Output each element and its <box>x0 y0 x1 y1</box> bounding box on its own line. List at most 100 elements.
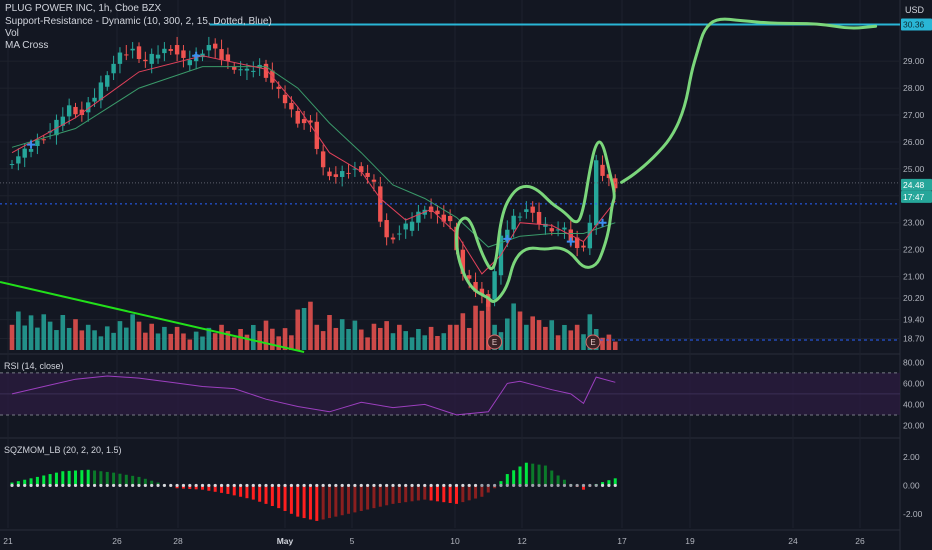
candle-body <box>282 94 288 104</box>
resistance-price-badge-bg <box>901 18 932 31</box>
sqzmom-bar <box>480 485 484 497</box>
sqzmom-bar <box>194 485 198 490</box>
sqzmom-bar <box>385 485 389 506</box>
legend-support-resistance[interactable]: Support-Resistance - Dynamic (10, 300, 2… <box>5 16 272 27</box>
ma-cross-lines <box>11 51 616 275</box>
trendline <box>0 281 305 353</box>
price-tick-label: 25.00 <box>903 164 925 174</box>
candle-body <box>416 211 421 223</box>
earnings-marker <box>585 334 601 350</box>
sqzmom-legend[interactable]: SQZMOM_LB (20, 2, 20, 1.5) <box>4 445 122 455</box>
price-tick-label: 26.00 <box>903 137 925 147</box>
volume-bars[interactable] <box>9 301 618 350</box>
sqz-dot <box>531 483 535 488</box>
rsi-tick-label: 20.00 <box>903 420 925 430</box>
candle-body <box>263 63 269 78</box>
currency-label[interactable]: USD <box>905 5 925 15</box>
sqzmom-bar <box>48 474 52 486</box>
volume-bar <box>162 326 167 350</box>
rsi-pane[interactable] <box>0 372 900 416</box>
x-tick-label: 5 <box>350 536 355 546</box>
sqz-dot <box>372 483 376 488</box>
candle-body <box>219 49 224 61</box>
sqz-dot <box>543 483 548 488</box>
sqzmom-bar <box>512 470 516 486</box>
x-tick-label: 19 <box>685 536 695 546</box>
candle-body <box>587 222 593 249</box>
volume-bar <box>308 301 313 350</box>
volume-bar <box>524 324 529 350</box>
rsi-legend[interactable]: RSI (14, close) <box>4 361 64 371</box>
candle-body <box>16 156 21 164</box>
sqz-dot <box>600 483 605 488</box>
candle-body <box>238 69 243 71</box>
candle-body <box>149 53 154 64</box>
sqzmom-bar <box>35 476 39 486</box>
volume-bar <box>289 335 294 350</box>
sqzmom-pane[interactable] <box>10 462 617 521</box>
volume-bar <box>41 314 47 350</box>
earnings-marker-label: E <box>590 338 595 347</box>
sqz-dot <box>340 483 344 488</box>
sqz-dot <box>277 483 281 488</box>
candle-body <box>340 171 345 177</box>
candle-body <box>232 66 237 70</box>
sqz-dot <box>219 483 224 488</box>
sqz-dot <box>353 483 357 488</box>
candle-body <box>28 148 34 152</box>
sqz-dot <box>550 483 554 488</box>
volume-bar <box>231 337 237 350</box>
sqz-dot <box>162 483 166 488</box>
x-tick-label: 21 <box>3 536 13 546</box>
sqzmom-bar <box>366 485 370 510</box>
sqzmom-tick-label: 2.00 <box>903 452 920 462</box>
volume-bar <box>517 311 523 350</box>
ma-cross-marker <box>566 237 575 246</box>
sqz-dot <box>607 483 611 488</box>
sqz-dot <box>156 483 160 488</box>
chart-title[interactable]: PLUG POWER INC, 1h, Cboe BZX <box>5 3 162 14</box>
candle-body <box>479 288 485 296</box>
volume-bar <box>460 313 466 350</box>
sqz-dot <box>181 483 186 488</box>
ma-fast-line <box>11 55 616 275</box>
sqzmom-bar <box>550 470 554 486</box>
sqz-dot <box>518 483 522 488</box>
volume-bar <box>270 328 275 350</box>
sqz-dot <box>16 483 20 488</box>
sqz-dot <box>556 483 560 488</box>
volume-bar <box>384 321 389 350</box>
grid <box>0 0 901 550</box>
volume-bar <box>409 337 415 350</box>
candle-body <box>136 46 142 60</box>
legend-vol[interactable]: Vol <box>5 28 19 39</box>
volume-bar <box>568 330 574 350</box>
volume-bar <box>238 329 243 350</box>
volume-bar <box>295 309 301 350</box>
sqzmom-bar <box>372 485 376 509</box>
sqzmom-bar <box>112 472 116 486</box>
candle-body <box>517 216 523 218</box>
hand-drawn-projection <box>620 17 878 184</box>
sqz-dot <box>61 483 65 488</box>
x-tick-label: 28 <box>173 536 183 546</box>
sqz-dot <box>289 483 293 488</box>
sqzmom-bar <box>188 485 192 489</box>
price-tick-label: 29.00 <box>903 56 925 66</box>
candle-body <box>41 139 46 141</box>
volume-bar <box>66 327 72 350</box>
sqz-dot <box>118 483 122 488</box>
sqz-dot <box>397 483 401 488</box>
sqz-dot <box>416 483 420 488</box>
sqzmom-bar <box>378 485 382 507</box>
volume-bar <box>193 331 199 350</box>
volume-bar <box>200 336 205 350</box>
legend-ma-cross[interactable]: MA Cross <box>5 40 49 51</box>
sqz-dot <box>334 483 338 488</box>
volume-bar <box>549 320 555 350</box>
countdown-badge: 17:47 <box>903 192 925 202</box>
x-tick-label: 24 <box>788 536 798 546</box>
sqz-dot <box>569 483 573 488</box>
